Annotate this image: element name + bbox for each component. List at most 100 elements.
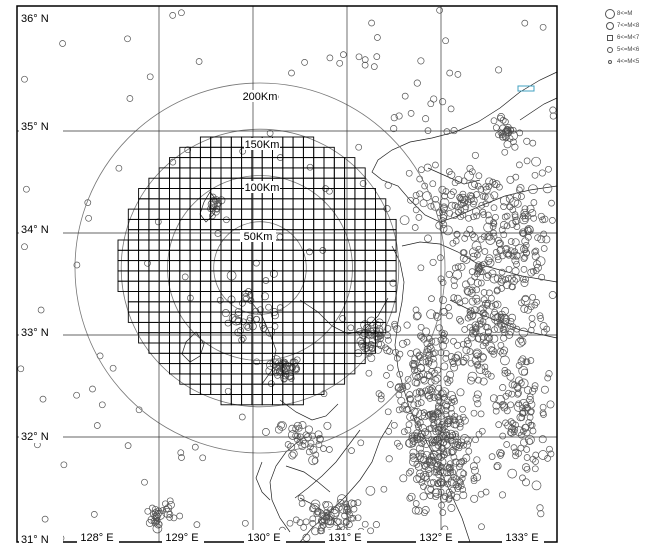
earthquake-marker <box>214 230 222 237</box>
earthquake-marker <box>515 337 525 348</box>
earthquake-marker <box>509 323 517 331</box>
grid-cell <box>220 167 232 179</box>
earthquake-marker <box>548 291 557 299</box>
earthquake-marker <box>262 277 270 284</box>
earthquake-marker <box>284 369 294 380</box>
earthquake-marker <box>296 519 304 526</box>
earthquake-marker <box>426 309 436 320</box>
earthquake-marker <box>529 293 536 301</box>
earthquake-marker <box>463 340 472 349</box>
grid-cell <box>333 373 346 385</box>
grid-cell <box>189 280 201 292</box>
grid-cell <box>344 188 356 200</box>
earthquake-marker <box>497 313 505 321</box>
grid-cell <box>179 321 191 334</box>
grid-cell <box>313 270 325 282</box>
grid-cell <box>179 332 191 344</box>
grid-cell <box>302 136 315 148</box>
earthquake-marker <box>470 233 479 242</box>
earthquake-marker <box>479 193 487 200</box>
earthquake-marker <box>347 324 355 332</box>
earthquake-marker <box>465 447 473 455</box>
grid-cell <box>138 198 150 210</box>
grid-cell <box>375 280 387 292</box>
earthquake-marker <box>289 449 298 458</box>
earthquake-marker <box>350 500 358 507</box>
earthquake-marker <box>518 337 527 346</box>
earthquake-marker <box>540 245 548 252</box>
grid-cell <box>189 363 201 375</box>
grid-cell <box>333 188 346 200</box>
earthquake-marker <box>497 341 505 349</box>
earthquake-marker <box>425 412 433 420</box>
earthquake-marker <box>462 255 471 264</box>
earthquake-marker <box>502 118 509 126</box>
grid-cell <box>364 239 376 251</box>
earthquake-marker <box>407 467 415 475</box>
earthquake-marker <box>504 123 512 131</box>
earthquake-marker <box>342 519 350 526</box>
earthquake-marker <box>368 19 375 27</box>
earthquake-marker <box>347 514 355 522</box>
grid-cell <box>148 280 160 292</box>
earthquake-marker <box>41 515 49 523</box>
earthquake-marker <box>506 322 514 330</box>
earthquake-marker <box>529 427 537 435</box>
earthquake-marker <box>481 363 489 371</box>
earthquake-marker <box>354 499 362 506</box>
earthquake-marker <box>341 512 348 520</box>
earthquake-marker <box>489 394 498 403</box>
earthquake-marker <box>525 419 533 426</box>
earthquake-marker <box>416 175 424 183</box>
grid-cell <box>364 342 376 354</box>
grid-cell <box>199 249 212 262</box>
earthquake-marker <box>510 444 518 451</box>
earthquake-marker <box>457 317 465 325</box>
grid-cell <box>230 301 243 313</box>
earthquake-marker <box>375 390 383 397</box>
earthquake-marker <box>522 276 529 283</box>
earthquake-marker <box>367 354 376 363</box>
grid-cell <box>189 301 201 313</box>
grid-cell <box>138 321 150 334</box>
earthquake-marker <box>59 40 66 47</box>
earthquake-marker <box>531 252 540 261</box>
grid-cell <box>323 311 335 323</box>
earthquake-marker <box>487 346 496 355</box>
earthquake-marker <box>503 140 512 149</box>
earthquake-marker <box>405 169 413 177</box>
earthquake-marker <box>431 369 439 377</box>
earthquake-marker <box>216 296 224 304</box>
grid-cell <box>333 291 346 303</box>
earthquake-marker <box>144 259 151 267</box>
earthquake-marker <box>515 186 523 194</box>
longitude-label: 133° E <box>505 532 538 544</box>
grid-cell <box>189 188 201 200</box>
earthquake-marker <box>451 282 458 290</box>
earthquake-marker <box>411 366 419 374</box>
coastline <box>401 241 558 283</box>
earthquake-marker <box>518 410 526 417</box>
earthquake-marker <box>271 323 279 330</box>
grid-cell <box>148 342 160 354</box>
earthquake-marker <box>453 231 461 238</box>
earthquake-marker <box>519 474 526 482</box>
earthquake-marker <box>522 401 530 409</box>
grid-cell <box>220 332 232 344</box>
grid-cell <box>199 383 212 395</box>
grid-cell <box>354 270 366 282</box>
earthquake-marker <box>261 428 270 436</box>
earthquake-marker <box>412 500 420 507</box>
grid-cell <box>148 208 160 220</box>
grid-cell <box>354 218 366 231</box>
earthquake-marker <box>442 188 450 195</box>
coastline <box>279 399 339 421</box>
earthquake-marker <box>241 519 249 527</box>
grid-cell <box>251 352 263 365</box>
grid-cell <box>251 383 263 395</box>
earthquake-marker <box>299 437 307 445</box>
grid-cell <box>302 291 315 303</box>
grid-cell <box>210 157 222 169</box>
earthquake-marker <box>522 242 530 249</box>
earthquake-marker <box>361 61 369 69</box>
